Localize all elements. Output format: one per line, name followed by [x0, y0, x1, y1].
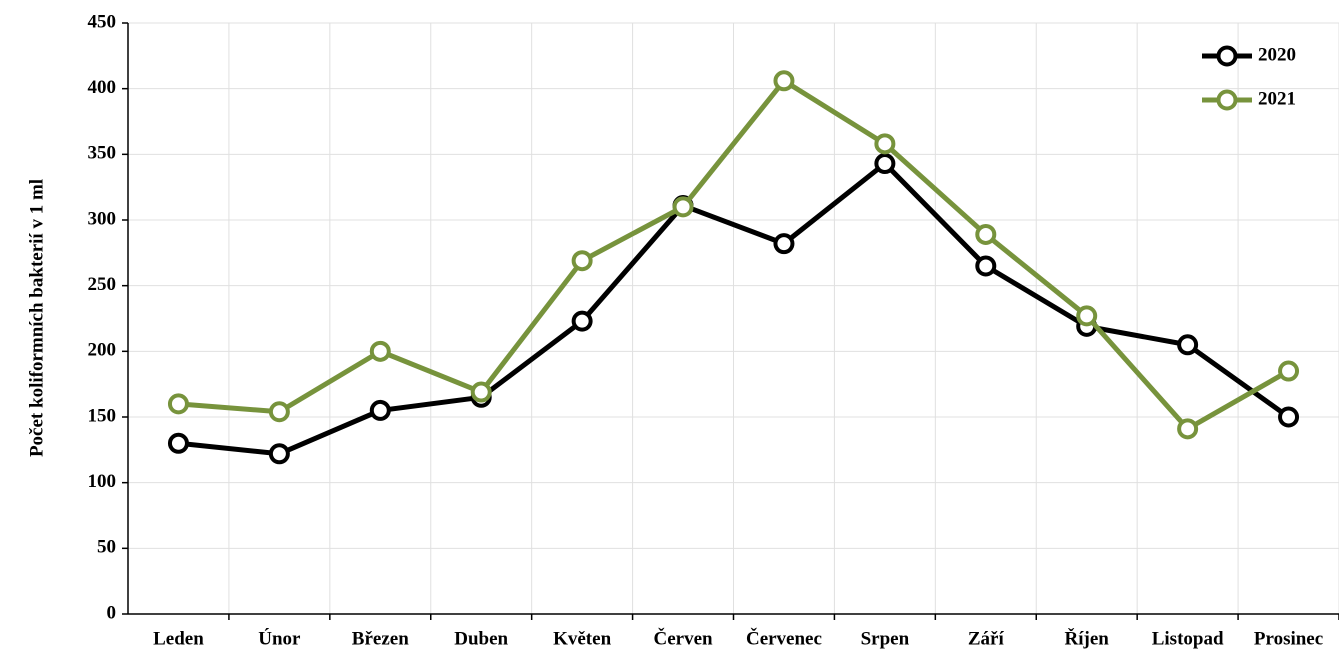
- marker: [268, 443, 290, 465]
- x-tick-label: Listopad: [1152, 628, 1224, 649]
- marker: [167, 432, 189, 454]
- y-tick-label: 150: [88, 405, 117, 426]
- x-tick-label: Červen: [653, 627, 713, 649]
- x-tick-label: Červenec: [746, 627, 822, 649]
- marker: [773, 233, 795, 255]
- y-tick-label: 350: [88, 143, 117, 164]
- y-tick-label: 300: [88, 208, 117, 229]
- marker: [1076, 305, 1098, 327]
- marker: [369, 340, 391, 362]
- y-tick-label: 100: [88, 471, 117, 492]
- marker: [773, 70, 795, 92]
- y-tick-label: 50: [97, 537, 116, 558]
- legend-marker: [1216, 45, 1238, 67]
- marker: [571, 310, 593, 332]
- y-tick-label: 250: [88, 274, 117, 295]
- marker: [369, 399, 391, 421]
- marker: [1177, 418, 1199, 440]
- x-tick-label: Duben: [454, 628, 508, 649]
- x-tick-label: Březen: [352, 628, 409, 649]
- y-tick-label: 450: [88, 11, 117, 32]
- x-tick-label: Září: [968, 628, 1005, 649]
- x-tick-label: Říjen: [1065, 627, 1110, 649]
- marker: [470, 381, 492, 403]
- series-line: [178, 78, 1290, 432]
- series-line: [178, 161, 1290, 457]
- y-tick-label: 0: [107, 602, 117, 623]
- x-tick-label: Květen: [553, 628, 611, 649]
- x-tick-label: Srpen: [861, 628, 910, 649]
- marker: [268, 401, 290, 423]
- marker: [1177, 334, 1199, 356]
- x-tick-label: Únor: [258, 627, 301, 649]
- x-tick-label: Leden: [153, 628, 204, 649]
- marker: [571, 250, 593, 272]
- marker: [167, 393, 189, 415]
- y-tick-label: 200: [88, 340, 117, 361]
- legend-label: 2020: [1258, 44, 1296, 65]
- y-axis-label: Počet koliformních bakterií v 1 ml: [26, 179, 47, 457]
- marker: [672, 196, 694, 218]
- y-tick-label: 400: [88, 77, 117, 98]
- legend-marker: [1216, 89, 1238, 111]
- marker: [874, 153, 896, 175]
- marker: [975, 223, 997, 245]
- marker: [1278, 360, 1300, 382]
- legend-label: 2021: [1258, 88, 1296, 109]
- x-tick-label: Prosinec: [1254, 628, 1323, 649]
- marker: [1278, 406, 1300, 428]
- marker: [874, 133, 896, 155]
- marker: [975, 255, 997, 277]
